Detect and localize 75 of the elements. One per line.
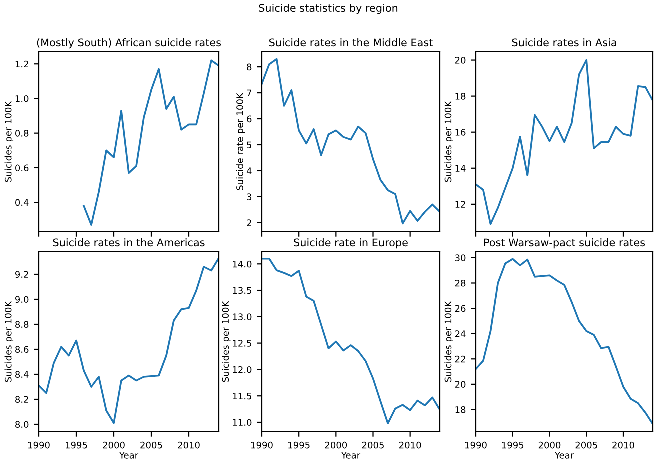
x-tick-label: 2005 [140,442,162,449]
line-series [476,59,653,226]
chart-title: Suicide rates in the Americas [53,238,205,247]
x-tick-label: 2005 [576,442,598,449]
y-tick-label: 3 [247,194,252,200]
line-series [262,258,440,424]
y-tick-label: 11.0 [233,419,252,426]
line-series [476,258,653,426]
x-axis-title: Year [119,452,139,459]
y-tick-label: 8 [247,64,252,71]
chart-title: Suicide rates in the Middle East [270,38,433,47]
y-tick-label: 11.5 [233,392,252,400]
y-tick-label: 4 [246,168,252,174]
y-axis-title: Suicides per 100K [222,301,231,382]
x-tick-label: 2000 [103,442,125,449]
y-tick-label: 20 [455,381,466,388]
x-tick-label: 1990 [252,442,273,449]
x-tick-label: 2000 [325,442,348,449]
y-tick-label: 12.0 [233,366,252,374]
y-tick-label: 8.0 [16,421,29,428]
y-tick-label: 8.8 [16,321,29,328]
y-axis-title: Suicides per 100K [444,301,454,382]
y-tick-label: 0.4 [16,199,29,206]
y-tick-label: 9.2 [15,271,28,278]
line-series [39,257,219,424]
y-axis-title: Suicides per 100K [4,301,14,382]
y-tick-label: 18 [456,93,466,100]
y-tick-label: 14.0 [233,260,252,268]
x-tick-label: 2010 [178,442,200,449]
chart-title: (Mostly South) African suicide rates [37,38,222,49]
y-tick-label: 7 [247,90,252,96]
y-tick-label: 16 [456,129,466,136]
y-tick-label: 26 [455,305,466,312]
y-tick-label: 24 [455,330,466,338]
line-series [83,60,219,226]
y-tick-label: 8.6 [16,346,29,354]
y-tick-label: 13.5 [233,287,252,294]
y-tick-label: 14 [456,165,466,172]
chart-title: Suicide rate in Europe [294,238,408,249]
y-axis-title: Suicides per 100K [4,101,14,182]
y-tick-label: 9.0 [15,296,29,304]
x-axis-title: Year [341,452,361,459]
y-axis-title: Suicide rate per 100K [236,92,246,190]
y-tick-label: 0.6 [16,164,29,172]
y-tick-label: 8.2 [16,396,28,404]
y-tick-label: 28 [455,280,466,287]
x-tick-label: 1990 [466,442,487,449]
x-tick-label: 2005 [362,442,384,449]
y-tick-label: 12.5 [233,340,252,347]
y-tick-label: 12 [456,201,466,208]
y-tick-label: 1.2 [16,60,28,68]
y-tick-label: 0.8 [16,130,29,137]
x-tick-label: 1995 [502,442,524,449]
y-tick-label: 6 [247,116,252,123]
y-tick-label: 20 [455,57,466,64]
x-tick-label: 1995 [66,442,88,449]
line-series [262,58,440,225]
text: Suicide statistics by region [259,4,398,14]
chart-title: Post Warsaw-pact suicide rates [484,238,646,249]
y-axis-title: Suicides per 100K [444,101,454,182]
x-tick-label: 2010 [612,442,634,449]
x-tick-label: 2010 [400,442,422,449]
y-tick-label: 1.0 [16,95,29,102]
y-tick-label: 5 [247,142,252,149]
y-tick-label: 8.4 [16,371,29,378]
x-axis-title: Year [554,452,574,459]
y-tick-label: 2 [247,220,252,226]
y-tick-label: 13.0 [233,314,252,320]
y-tick-label: 22 [455,356,466,363]
chart-title: Suicide rates in Asia [512,38,616,47]
y-tick-label: 30 [455,254,466,262]
x-tick-label: 2000 [538,442,561,449]
y-tick-label: 18 [456,406,466,414]
x-tick-label: 1995 [288,442,310,449]
x-tick-label: 1990 [28,442,50,449]
